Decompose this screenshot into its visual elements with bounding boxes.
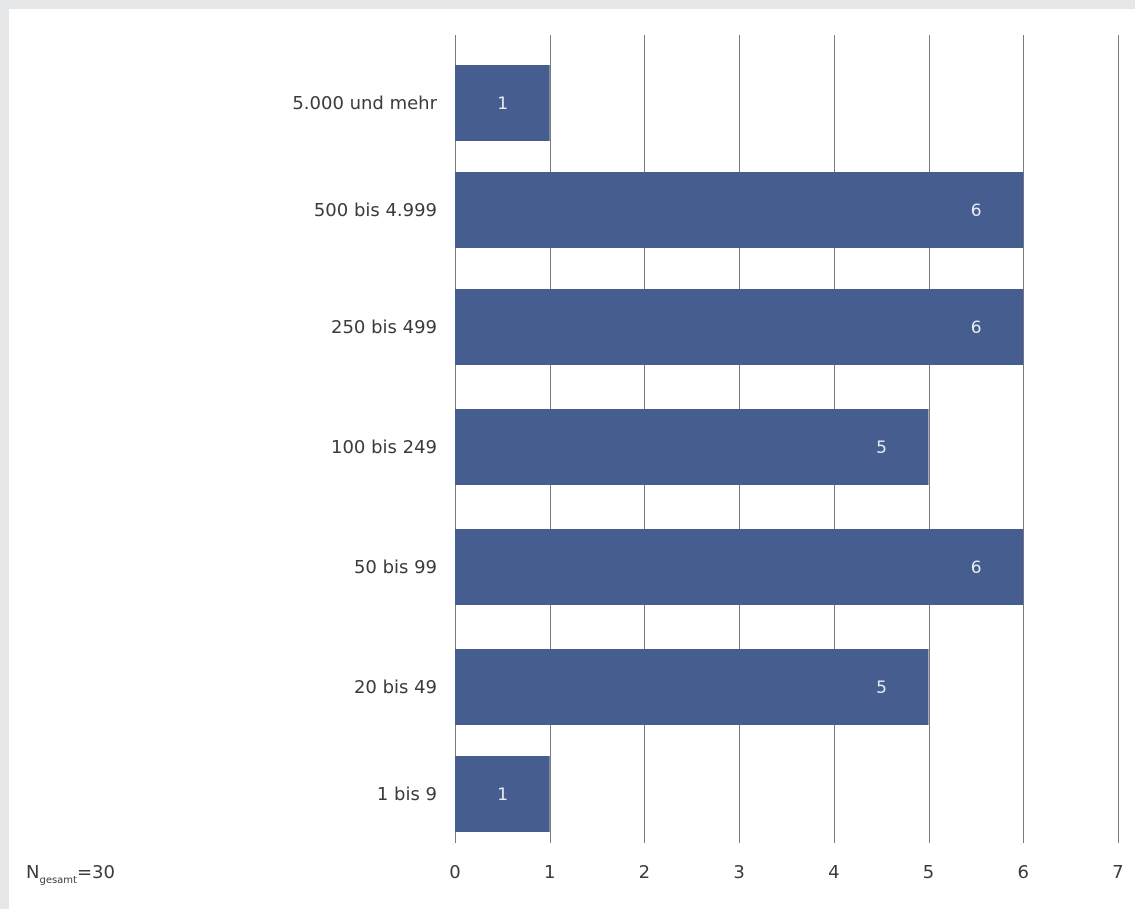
category-label: 500 bis 4.999 bbox=[314, 200, 437, 221]
value-label: 1 bbox=[497, 785, 508, 805]
bar bbox=[455, 649, 929, 725]
bars: 1 6 6 5 6 5 1 bbox=[455, 65, 1024, 832]
bar bbox=[455, 529, 1024, 605]
x-tick-label: 0 bbox=[449, 862, 460, 883]
category-label: 250 bis 499 bbox=[331, 317, 437, 338]
bar bbox=[455, 65, 550, 141]
category-label: 50 bis 99 bbox=[354, 557, 437, 578]
bar bbox=[455, 756, 550, 832]
bar bbox=[455, 289, 1024, 365]
value-label: 6 bbox=[971, 558, 982, 578]
category-label: 20 bis 49 bbox=[354, 677, 437, 698]
x-tick-label: 7 bbox=[1112, 862, 1123, 883]
x-tick-label: 3 bbox=[733, 862, 744, 883]
sample-size-note: Ngesamt=30 bbox=[26, 862, 115, 886]
x-tick-label: 6 bbox=[1017, 862, 1028, 883]
note-prefix: N bbox=[26, 862, 39, 883]
category-label: 1 bis 9 bbox=[377, 784, 437, 805]
value-label: 5 bbox=[876, 438, 887, 458]
category-label: 5.000 und mehr bbox=[292, 93, 437, 114]
category-labels: 5.000 und mehr 500 bis 4.999 250 bis 499 10… bbox=[292, 93, 437, 805]
x-tick-label: 4 bbox=[828, 862, 839, 883]
bar bbox=[455, 172, 1024, 248]
category-label: 100 bis 249 bbox=[331, 437, 437, 458]
note-suffix: =30 bbox=[77, 862, 115, 883]
value-label: 6 bbox=[971, 201, 982, 221]
x-tick-labels: 0 1 2 3 4 5 6 7 bbox=[449, 862, 1123, 883]
value-label: 5 bbox=[876, 678, 887, 698]
x-tick-label: 5 bbox=[923, 862, 934, 883]
note-subscript: gesamt bbox=[39, 875, 77, 886]
x-tick-label: 1 bbox=[544, 862, 555, 883]
value-label: 6 bbox=[971, 318, 982, 338]
x-tick-label: 2 bbox=[639, 862, 650, 883]
bar bbox=[455, 409, 929, 485]
value-label: 1 bbox=[497, 94, 508, 114]
